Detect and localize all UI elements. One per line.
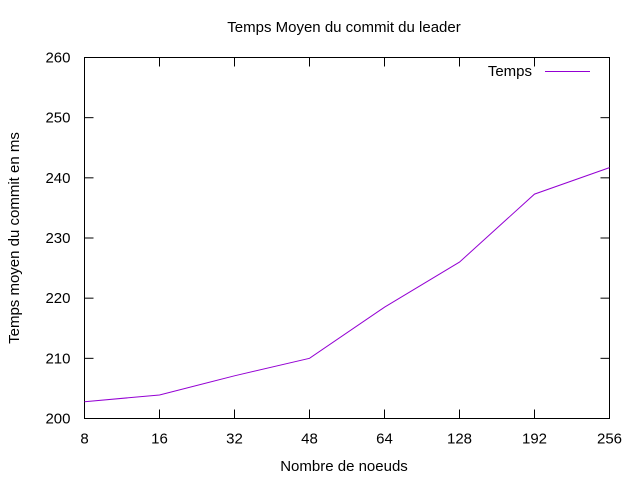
y-tick-label: 210 — [45, 350, 70, 367]
y-tick-label: 250 — [45, 110, 70, 127]
data-point — [609, 167, 610, 168]
y-tick-label: 200 — [45, 411, 70, 428]
legend-label: Temps — [488, 63, 532, 80]
plot-frame — [84, 57, 610, 419]
y-axis: 200 210 220 230 240 250 260 — [45, 50, 610, 428]
x-tick-label: 192 — [522, 431, 547, 448]
data-point — [84, 401, 85, 402]
x-tick-label: 8 — [80, 431, 88, 448]
x-tick-label: 128 — [447, 431, 472, 448]
data-point — [309, 358, 310, 359]
legend: Temps — [488, 63, 590, 80]
series-line-0 — [84, 167, 610, 403]
x-tick-label: 32 — [226, 431, 243, 448]
x-tick-label: 64 — [376, 431, 393, 448]
data-point — [159, 395, 160, 396]
data-point — [459, 262, 460, 263]
y-tick-label: 240 — [45, 170, 70, 187]
y-axis-label: Temps moyen du commit en ms — [6, 132, 23, 344]
x-tick-label: 48 — [301, 431, 318, 448]
y-tick-label: 260 — [45, 50, 70, 67]
y-tick-label: 220 — [45, 290, 70, 307]
chart-title: Temps Moyen du commit du leader — [227, 19, 460, 36]
x-tick-label: 16 — [151, 431, 168, 448]
y-tick-label: 230 — [45, 230, 70, 247]
x-axis-label: Nombre de noeuds — [280, 458, 408, 475]
x-axis: 8 16 32 48 64 128 192 256 — [80, 57, 622, 448]
data-point — [384, 307, 385, 308]
series-layer — [84, 167, 610, 403]
x-tick-label: 256 — [597, 431, 622, 448]
data-point — [234, 375, 235, 376]
data-point — [534, 194, 535, 195]
